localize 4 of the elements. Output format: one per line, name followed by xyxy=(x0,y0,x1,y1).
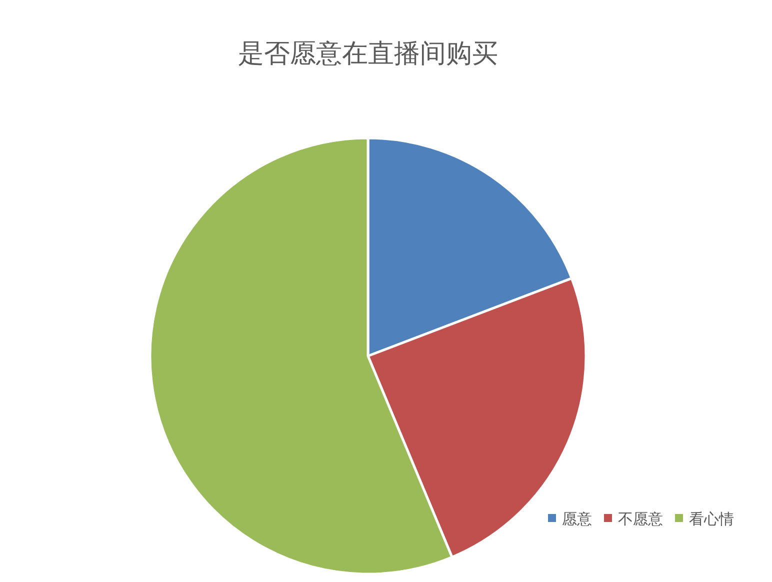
legend-label: 看心情 xyxy=(689,510,734,528)
legend-label: 愿意 xyxy=(562,510,592,528)
legend-label: 不愿意 xyxy=(618,510,663,528)
chart-title: 是否愿意在直播间购买 xyxy=(238,39,498,69)
